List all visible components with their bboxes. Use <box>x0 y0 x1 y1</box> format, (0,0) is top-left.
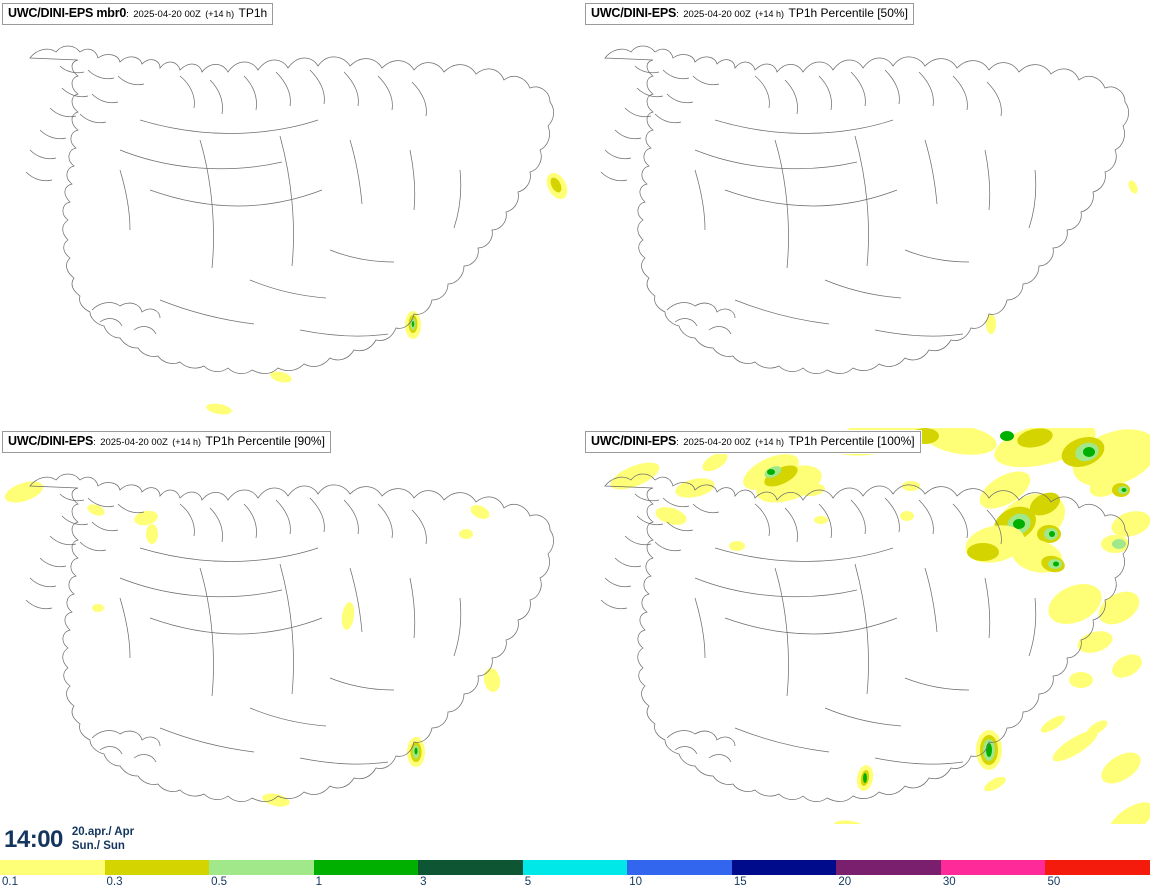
map-canvas-mbr0[interactable] <box>0 0 575 428</box>
colorbar-segment <box>627 860 732 875</box>
panel-sep: : <box>93 437 96 448</box>
colorbar-segment <box>209 860 314 875</box>
map-canvas-p100[interactable] <box>575 428 1150 855</box>
precip-field-p100 <box>610 428 1150 845</box>
colorbar-tick-label: 5 <box>524 876 532 888</box>
colorbar-tick-label: 0.5 <box>211 876 228 888</box>
colorbar-tick-label: 0.3 <box>106 876 123 888</box>
valid-date-line2: Sun./ Sun <box>71 840 125 852</box>
footer-bar: 14:00 20.apr./ Apr Sun./ Sun 0.1 0.3 0.5 1 3… <box>0 824 1150 891</box>
panel-sep: : <box>126 9 129 20</box>
panel-sep: : <box>676 9 679 20</box>
colorbar-tick-label: 15 <box>733 876 747 888</box>
map-panel-p90[interactable]: UWC/DINI-EPS: 2025-04-20 00Z (+14 h) TP1… <box>0 428 575 855</box>
panel-grid: UWC/DINI-EPS mbr0: 2025-04-20 00Z (+14 h… <box>0 0 1150 855</box>
coastline-p50 <box>583 26 1129 382</box>
panel-model-label: UWC/DINI-EPS mbr0 <box>8 6 127 20</box>
panel-model-label: UWC/DINI-EPS <box>591 6 677 20</box>
colorbar-segment <box>1045 860 1150 875</box>
coastline-p90 <box>25 473 554 802</box>
panel-model-label: UWC/DINI-EPS <box>8 434 94 448</box>
colorbar-segment <box>836 860 941 875</box>
colorbar-ticks: 0.1 0.3 0.5 1 3 5 10 15 20 30 50 <box>0 875 1150 891</box>
colorbar-tick-label: 20 <box>838 876 852 888</box>
panel-lead-label: (+14 h) <box>755 9 785 19</box>
valid-date-line1: 20.apr./ Apr <box>71 826 135 839</box>
map-panel-p100[interactable]: UWC/DINI-EPS: 2025-04-20 00Z (+14 h) TP1… <box>575 428 1150 855</box>
panel-param-label: TP1h Percentile [100%] <box>788 434 915 448</box>
colorbar-segment <box>104 860 210 875</box>
map-canvas-p90[interactable] <box>0 428 575 855</box>
map-canvas-p50[interactable] <box>575 0 1150 428</box>
colorbar-segment <box>418 860 523 875</box>
precip-field-p90 <box>4 481 501 838</box>
precip-field-p50 <box>986 180 1138 334</box>
map-panel-mbr0[interactable]: UWC/DINI-EPS mbr0: 2025-04-20 00Z (+14 h… <box>0 0 575 428</box>
colorbar-segment <box>313 860 419 875</box>
colorbar-segment <box>731 860 837 875</box>
panel-lead-label: (+14 h) <box>172 437 202 447</box>
panel-param-label: TP1h Percentile [50%] <box>788 6 908 20</box>
panel-run-label: 2025-04-20 00Z <box>100 437 168 448</box>
panel-title-p50: UWC/DINI-EPS: 2025-04-20 00Z (+14 h) TP1… <box>585 3 914 25</box>
colorbar-segment <box>522 860 628 875</box>
panel-param-label: TP1h <box>238 6 268 20</box>
panel-title-mbr0: UWC/DINI-EPS mbr0: 2025-04-20 00Z (+14 h… <box>2 3 274 25</box>
valid-date-block: 20.apr./ Apr Sun./ Sun <box>72 826 134 853</box>
valid-time-box: 14:00 20.apr./ Apr Sun./ Sun <box>4 826 134 854</box>
colorbar-gradient[interactable] <box>0 860 1150 875</box>
panel-title-p90: UWC/DINI-EPS: 2025-04-20 00Z (+14 h) TP1… <box>2 431 331 453</box>
map-panel-p50[interactable]: UWC/DINI-EPS: 2025-04-20 00Z (+14 h) TP1… <box>575 0 1150 428</box>
panel-lead-label: (+14 h) <box>755 437 785 447</box>
panel-run-label: 2025-04-20 00Z <box>133 9 201 20</box>
panel-title-p100: UWC/DINI-EPS: 2025-04-20 00Z (+14 h) TP1… <box>585 431 921 453</box>
colorbar-segment <box>940 860 1046 875</box>
colorbar[interactable]: 0.1 0.3 0.5 1 3 5 10 15 20 30 50 <box>0 860 1150 891</box>
panel-run-label: 2025-04-20 00Z <box>683 437 751 448</box>
colorbar-tick-label: 50 <box>1047 876 1061 888</box>
precip-field-mbr0 <box>206 172 568 415</box>
colorbar-tick-label: 10 <box>629 876 643 888</box>
valid-time-clock: 14:00 <box>4 826 63 853</box>
coastline-p100 <box>600 473 1129 802</box>
panel-lead-label: (+14 h) <box>205 9 235 19</box>
panel-sep: : <box>676 437 679 448</box>
colorbar-segment <box>0 860 105 875</box>
colorbar-tick-label: 1 <box>315 876 323 888</box>
panel-run-label: 2025-04-20 00Z <box>683 9 751 20</box>
colorbar-tick-label: 0.1 <box>2 876 18 888</box>
panel-model-label: UWC/DINI-EPS <box>591 434 677 448</box>
colorbar-tick-label: 3 <box>420 876 427 888</box>
colorbar-tick-label: 30 <box>942 876 956 888</box>
coastline-mbr0 <box>25 45 554 374</box>
panel-param-label: TP1h Percentile [90%] <box>205 434 325 448</box>
